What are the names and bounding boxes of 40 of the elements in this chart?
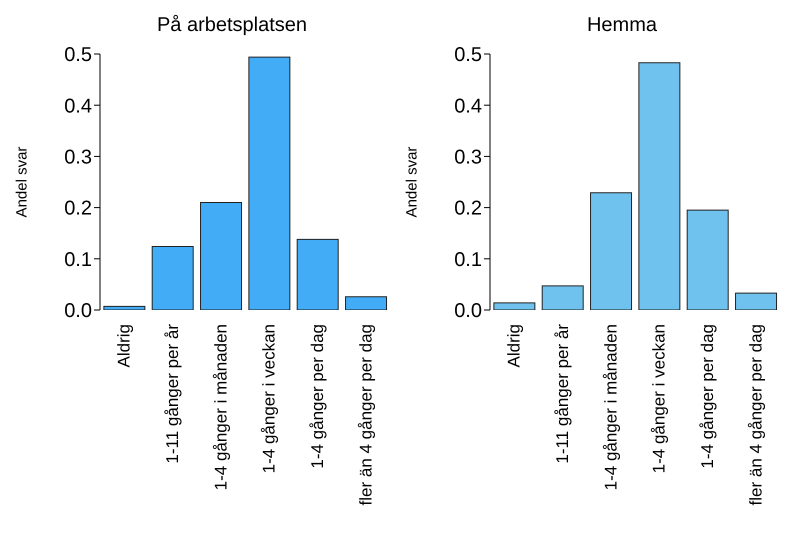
chart-title: Hemma xyxy=(586,13,658,38)
bar xyxy=(248,56,290,310)
bar xyxy=(200,202,242,310)
y-tick-label: 0.4 xyxy=(454,95,482,118)
x-tick-label: Aldrig xyxy=(504,324,524,368)
x-tick-label: 1-4 gånger i veckan xyxy=(650,324,669,474)
x-tick-label: fler än 4 gånger per dag xyxy=(746,324,766,506)
x-tick-label: Aldrig xyxy=(114,324,134,368)
y-tick-label: 0.3 xyxy=(64,146,92,168)
y-tick-label: 0.0 xyxy=(64,300,92,322)
bar xyxy=(638,62,680,310)
y-tick-label: 0.5 xyxy=(454,44,482,66)
y-tick-label: 0.3 xyxy=(454,146,482,168)
x-tick-label: 1-4 gånger i månaden xyxy=(601,324,620,490)
x-tick-label: fler än 4 gånger per dag xyxy=(356,324,376,506)
y-tick-label: 0.4 xyxy=(64,95,92,118)
x-tick-label: 1-11 gånger per år xyxy=(553,324,572,464)
x-tick-label: 1-4 gånger i månaden xyxy=(211,324,230,490)
y-axis-title: Andel svar xyxy=(404,146,420,218)
bar xyxy=(735,292,778,310)
y-tick-label: 0.1 xyxy=(454,248,482,271)
y-tick-label: 0.5 xyxy=(64,44,92,66)
y-tick-label: 0.2 xyxy=(454,198,482,220)
bar xyxy=(542,285,584,310)
x-tick-label: 1-11 gånger per år xyxy=(163,324,182,464)
chart-title: På arbetsplatsen xyxy=(156,13,308,38)
x-tick-label: 1-4 gånger i veckan xyxy=(260,324,279,474)
bar xyxy=(493,302,536,310)
bar xyxy=(296,238,339,310)
y-axis-title: Andel svar xyxy=(14,146,30,218)
y-tick-label: 0.0 xyxy=(454,300,482,322)
y-tick-label: 0.2 xyxy=(64,198,92,220)
bar xyxy=(345,296,388,310)
bar xyxy=(152,246,194,310)
bar xyxy=(686,210,729,310)
y-tick-label: 0.1 xyxy=(64,248,92,271)
x-tick-label: 1-4 gånger per dag xyxy=(308,324,327,469)
bar xyxy=(103,306,146,310)
x-tick-label: 1-4 gånger per dag xyxy=(698,324,717,469)
bar xyxy=(590,192,632,310)
